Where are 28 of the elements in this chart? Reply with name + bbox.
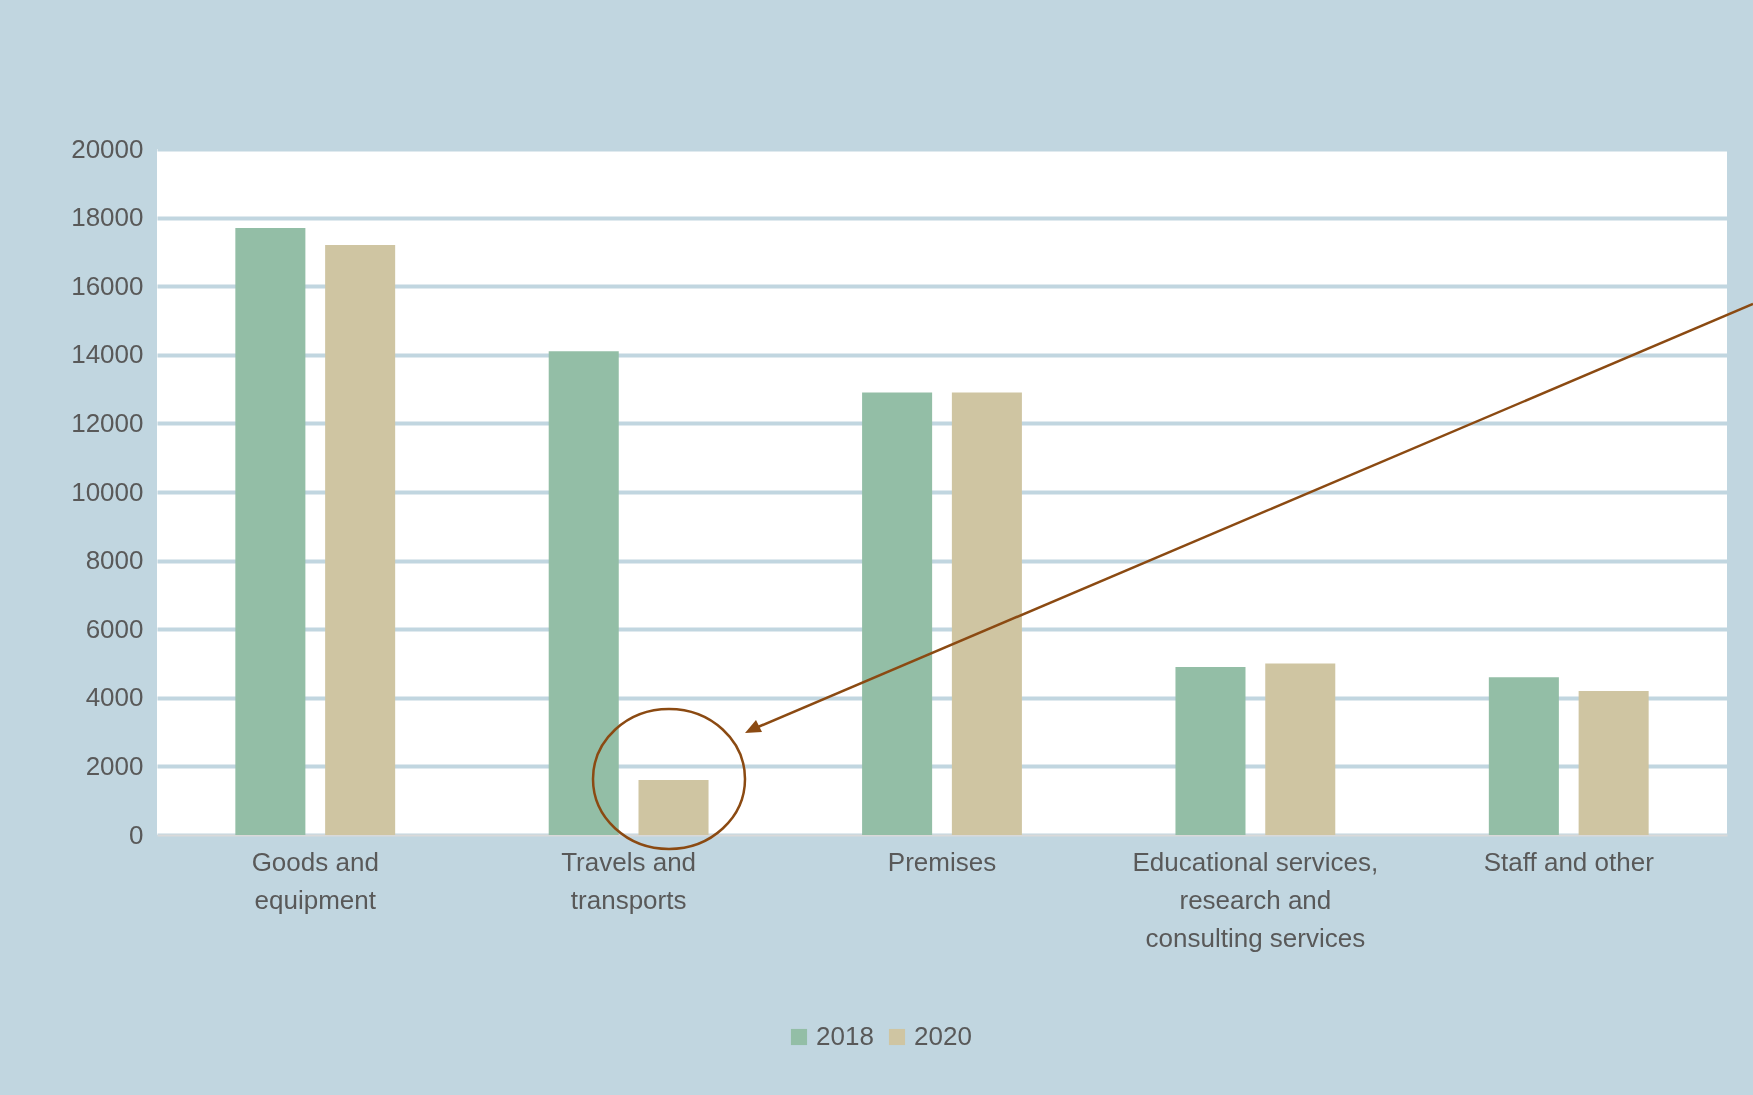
y-tick-label: 0	[129, 819, 144, 850]
legend-label: 2018	[816, 1021, 874, 1051]
bar	[951, 392, 1022, 835]
bar	[1578, 690, 1649, 835]
y-tick-label: 8000	[85, 545, 144, 576]
bar	[325, 245, 396, 835]
y-tick-label: 2000	[85, 750, 144, 781]
x-tick-label: Premises	[887, 846, 997, 877]
y-tick-label: 16000	[71, 270, 144, 301]
bar	[1175, 666, 1246, 835]
x-tick-label: Educational services, research and consulting services	[1132, 846, 1379, 953]
y-tick-label: 14000	[71, 339, 144, 370]
y-tick-label: 12000	[71, 407, 144, 438]
bar	[638, 780, 709, 835]
x-tick-label: Travels and transports	[561, 846, 697, 915]
bar	[235, 227, 306, 835]
y-tick-label: 10000	[71, 476, 144, 507]
bar	[1265, 663, 1336, 835]
x-tick-label: Staff and other	[1483, 846, 1655, 877]
x-tick-label: Goods and equipment	[251, 846, 379, 915]
y-tick-label: 18000	[71, 202, 144, 233]
bar	[548, 351, 619, 835]
bar	[1488, 677, 1559, 835]
bar	[862, 392, 933, 835]
legend-label: 2020	[914, 1021, 972, 1051]
y-tick-label: 20000	[71, 133, 144, 164]
y-tick-label: 4000	[85, 682, 144, 713]
y-tick-label: 6000	[85, 613, 144, 644]
